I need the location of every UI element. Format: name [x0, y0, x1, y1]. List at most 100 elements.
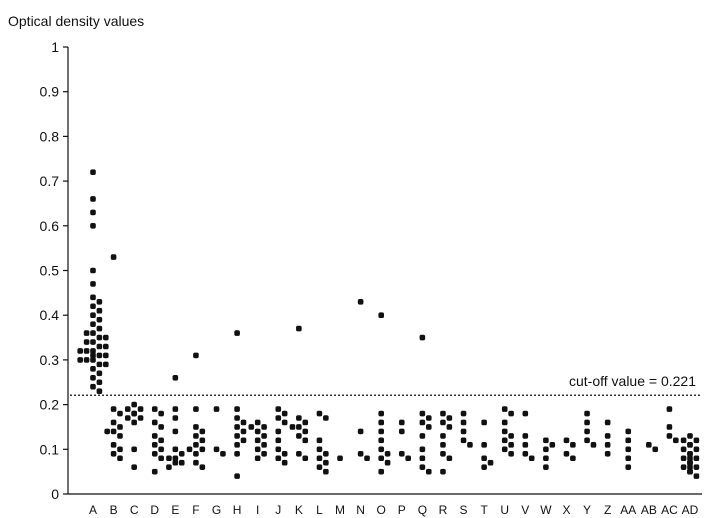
- data-point-r: [446, 424, 453, 430]
- data-point-a: [103, 343, 109, 350]
- data-point-a: [90, 294, 96, 301]
- x-category-label: F: [192, 503, 199, 517]
- data-point-c: [131, 410, 137, 417]
- data-point-d: [151, 406, 158, 412]
- data-point-r: [440, 419, 446, 426]
- data-point-k: [296, 424, 302, 430]
- x-category-label: N: [356, 503, 365, 517]
- data-point-e: [172, 428, 179, 435]
- data-point-c: [131, 464, 137, 470]
- x-category-label: L: [316, 503, 323, 517]
- data-point-y: [584, 419, 590, 426]
- data-point-a: [96, 361, 103, 368]
- data-point-l: [323, 415, 329, 421]
- data-point-b: [110, 450, 117, 457]
- data-point-r: [440, 468, 446, 475]
- x-category-label: X: [562, 503, 570, 517]
- data-point-j: [281, 410, 288, 417]
- data-point-ad: [687, 464, 693, 470]
- y-axis: 0 0.1 0.2 0.3 0.4 0.5 0.6 0.7 0.8 0.9 1: [40, 39, 69, 502]
- data-point-h: [234, 406, 240, 412]
- data-point-b: [117, 455, 123, 462]
- data-point-f: [193, 450, 199, 457]
- data-point-a: [96, 388, 103, 394]
- data-point-v: [528, 455, 535, 462]
- data-point-ad: [687, 459, 693, 466]
- data-point-h: [234, 424, 240, 430]
- data-point-a: [96, 307, 103, 314]
- data-point-ad: [687, 433, 693, 439]
- data-point-e: [166, 464, 172, 470]
- data-point-k: [296, 450, 302, 457]
- data-point-l: [316, 410, 323, 417]
- data-point-a: [83, 357, 90, 363]
- data-point-y: [584, 428, 590, 435]
- data-point-a: [96, 316, 103, 323]
- data-point-a: [96, 334, 103, 341]
- data-point-p: [398, 428, 405, 435]
- y-axis-title: Optical density values: [8, 13, 144, 29]
- data-point-u: [508, 433, 514, 439]
- data-point-j: [275, 437, 282, 444]
- data-point-g: [213, 406, 220, 412]
- data-point-q: [425, 468, 432, 475]
- x-axis: A B C D E F G H I J K L M N O P Q R S T U V W X Y Z AA AB AC AD: [68, 493, 702, 517]
- data-point-c: [137, 406, 144, 412]
- data-point-e: [166, 455, 172, 462]
- data-point-k: [302, 428, 309, 435]
- y-tick-label: 0.5: [40, 263, 60, 279]
- data-point-q: [419, 419, 426, 426]
- data-point-ad: [687, 468, 693, 475]
- data-point-a: [90, 223, 96, 229]
- data-point-l: [323, 450, 329, 457]
- data-point-ad: [680, 446, 687, 453]
- data-point-j: [275, 446, 282, 453]
- data-point-b: [110, 428, 117, 435]
- data-point-aa: [625, 437, 632, 444]
- y-tick-label: 0: [51, 486, 59, 502]
- data-point-ac: [666, 406, 673, 412]
- data-point-e: [172, 374, 179, 381]
- data-point-e: [178, 450, 185, 457]
- data-point-h: [234, 415, 240, 421]
- data-point-s: [467, 442, 473, 448]
- data-point-c: [131, 446, 137, 453]
- data-point-a: [90, 357, 96, 363]
- y-tick-label: 0.7: [40, 173, 60, 189]
- data-point-a: [103, 352, 109, 359]
- data-point-b: [110, 254, 117, 260]
- data-point-p: [398, 450, 405, 457]
- data-point-ad: [693, 464, 700, 470]
- data-point-a: [90, 321, 96, 327]
- x-category-label: D: [150, 503, 159, 517]
- data-point-a: [103, 334, 109, 341]
- x-category-label: S: [460, 503, 468, 517]
- x-category-label: P: [398, 503, 406, 517]
- data-point-q: [425, 424, 432, 430]
- data-point-l: [316, 437, 323, 444]
- data-point-d: [151, 442, 158, 448]
- data-point-b: [117, 446, 123, 453]
- data-point-b: [117, 433, 123, 439]
- data-point-q: [419, 464, 426, 470]
- data-point-o: [378, 410, 385, 417]
- data-point-ad: [687, 450, 693, 457]
- data-point-z: [604, 442, 611, 448]
- data-point-o: [378, 428, 385, 435]
- data-point-d: [151, 450, 158, 457]
- data-point-k: [302, 437, 309, 444]
- x-category-label: AD: [682, 503, 699, 517]
- data-point-k: [296, 415, 302, 421]
- data-point-e: [172, 446, 179, 453]
- data-point-r: [440, 433, 446, 439]
- data-point-n: [357, 428, 364, 435]
- x-category-label: C: [130, 503, 139, 517]
- data-point-g: [220, 450, 226, 457]
- x-category-label: A: [89, 503, 97, 517]
- x-category-label: U: [500, 503, 509, 517]
- data-point-s: [460, 410, 467, 417]
- data-point-j: [275, 428, 282, 435]
- x-category-label: B: [110, 503, 118, 517]
- data-point-h: [234, 473, 240, 479]
- data-point-o: [378, 312, 385, 318]
